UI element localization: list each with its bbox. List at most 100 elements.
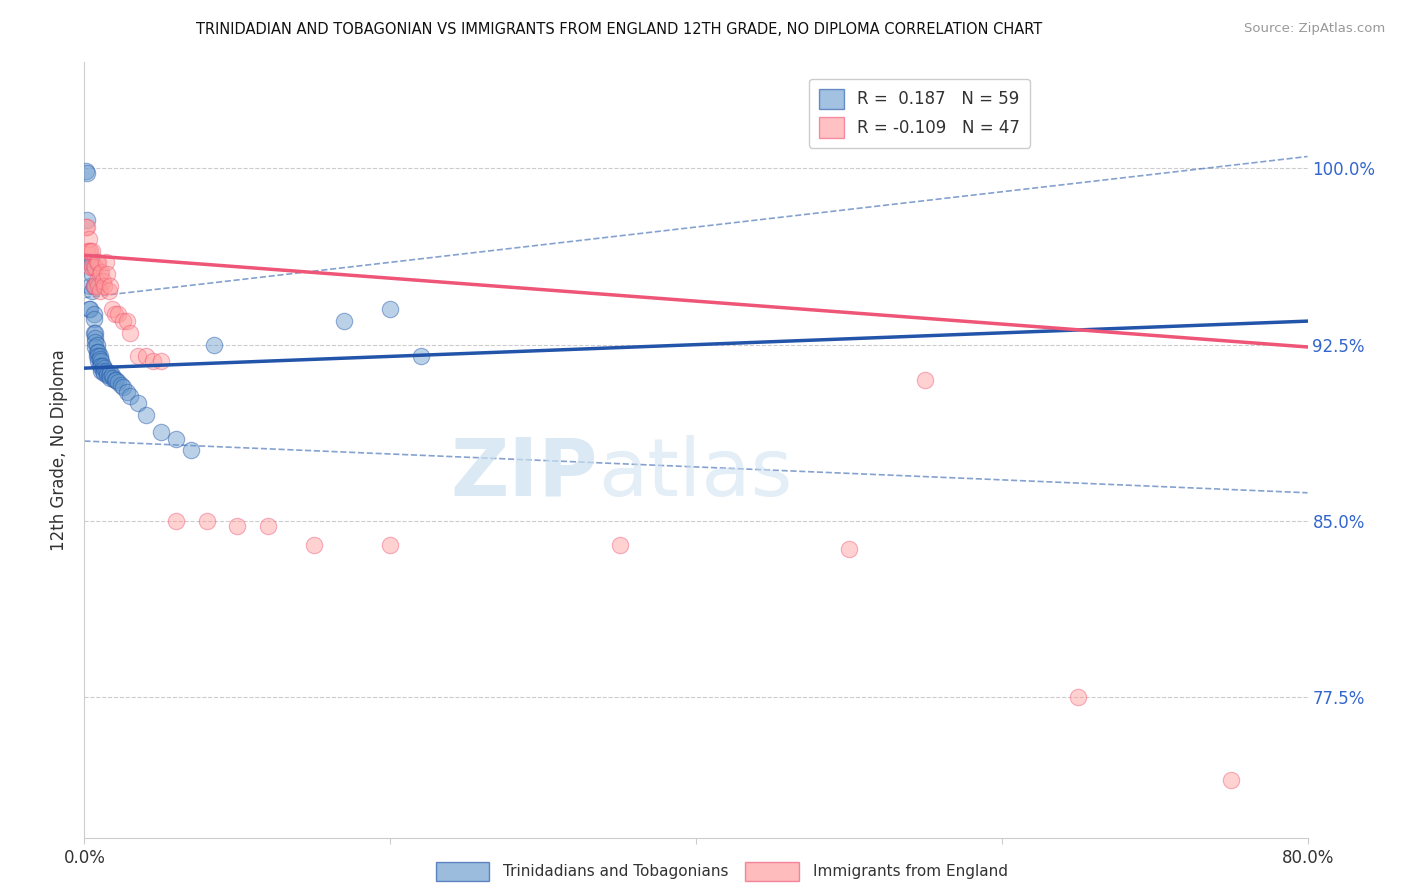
Point	[80, 255, 103, 269]
Point	[89, 267, 111, 281]
Text: atlas: atlas	[598, 434, 793, 513]
Point	[79, 255, 101, 269]
Point	[135, 408, 157, 422]
Point	[380, 302, 402, 317]
Point	[302, 537, 325, 551]
Point	[120, 326, 142, 340]
Point	[98, 278, 121, 293]
Point	[84, 335, 107, 350]
Point	[86, 274, 108, 288]
Point	[86, 337, 108, 351]
Point	[89, 350, 111, 364]
Point	[101, 302, 124, 317]
Point	[1220, 772, 1243, 787]
Point	[83, 311, 105, 326]
Point	[107, 376, 129, 390]
Point	[87, 350, 110, 364]
Point	[76, 213, 98, 227]
Point	[409, 350, 432, 364]
Legend: R =  0.187   N = 59, R = -0.109   N = 47: R = 0.187 N = 59, R = -0.109 N = 47	[808, 78, 1031, 147]
Point	[87, 354, 110, 368]
Text: TRINIDADIAN AND TOBAGONIAN VS IMMIGRANTS FROM ENGLAND 12TH GRADE, NO DIPLOMA COR: TRINIDADIAN AND TOBAGONIAN VS IMMIGRANTS…	[195, 22, 1042, 37]
Point	[80, 260, 103, 274]
Point	[86, 350, 108, 364]
Point	[75, 220, 97, 235]
Point	[77, 302, 100, 317]
Point	[93, 361, 115, 376]
Point	[83, 307, 105, 321]
Point	[96, 368, 118, 383]
Point	[127, 396, 149, 410]
Point	[87, 278, 110, 293]
Point	[165, 514, 187, 528]
Point	[80, 244, 103, 258]
Point	[104, 373, 127, 387]
Point	[89, 359, 111, 373]
Text: Immigrants from England: Immigrants from England	[813, 864, 1008, 879]
Point	[77, 244, 100, 258]
Point	[111, 314, 134, 328]
Text: Trinidadians and Tobagonians: Trinidadians and Tobagonians	[503, 864, 728, 879]
Y-axis label: 12th Grade, No Diploma: 12th Grade, No Diploma	[51, 350, 69, 551]
Point	[90, 265, 112, 279]
Point	[609, 537, 631, 551]
Point	[149, 354, 172, 368]
Point	[120, 389, 142, 403]
Point	[101, 368, 124, 383]
Point	[76, 166, 98, 180]
Text: ZIP: ZIP	[451, 434, 598, 513]
Point	[135, 350, 157, 364]
Point	[105, 373, 128, 387]
Point	[91, 363, 114, 377]
Point	[127, 350, 149, 364]
Point	[80, 284, 103, 298]
Point	[87, 344, 110, 359]
Point	[103, 370, 125, 384]
Point	[165, 432, 187, 446]
Point	[77, 232, 100, 246]
Point	[87, 255, 110, 269]
Point	[90, 363, 112, 377]
Point	[86, 344, 108, 359]
Point	[1067, 690, 1090, 705]
Point	[84, 260, 107, 274]
Point	[380, 537, 402, 551]
Point	[79, 302, 101, 317]
Point	[83, 326, 105, 340]
Point	[84, 326, 107, 340]
Point	[76, 220, 98, 235]
Point	[79, 260, 101, 274]
Point	[142, 354, 165, 368]
Point	[333, 314, 356, 328]
Point	[96, 267, 118, 281]
Point	[90, 354, 112, 368]
Point	[91, 359, 114, 373]
Point	[84, 340, 107, 354]
Point	[89, 351, 111, 366]
Point	[77, 255, 100, 269]
Point	[89, 284, 111, 298]
Point	[79, 244, 101, 258]
Point	[226, 518, 249, 533]
Point	[94, 255, 117, 269]
Point	[202, 337, 225, 351]
Point	[75, 163, 97, 178]
Point	[84, 278, 107, 293]
Point	[96, 366, 118, 380]
Point	[149, 425, 172, 439]
Point	[104, 307, 127, 321]
Point	[111, 380, 134, 394]
Point	[97, 368, 120, 383]
Text: Source: ZipAtlas.com: Source: ZipAtlas.com	[1244, 22, 1385, 36]
Point	[195, 514, 218, 528]
Point	[94, 363, 117, 377]
Point	[257, 518, 280, 533]
Point	[97, 284, 120, 298]
Point	[93, 278, 115, 293]
Point	[76, 244, 98, 258]
Point	[93, 366, 115, 380]
Point	[98, 370, 121, 384]
Point	[83, 278, 105, 293]
Point	[84, 330, 107, 344]
Point	[98, 366, 121, 380]
